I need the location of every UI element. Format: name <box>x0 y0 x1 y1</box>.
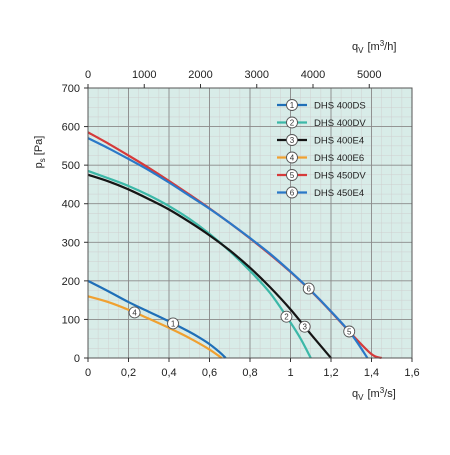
x-bottom-tick-label: 1,4 <box>364 367 379 379</box>
y-axis-label-sub: s <box>38 158 47 162</box>
curve-marker-2: 2 <box>280 310 293 323</box>
curve-marker-5: 5 <box>343 325 356 338</box>
y-tick-label: 200 <box>62 276 80 288</box>
curve-4 <box>87 295 223 359</box>
marker-number: 2 <box>284 313 289 322</box>
x-bottom-tick-label: 0 <box>85 367 91 379</box>
curve-marker-1: 1 <box>167 317 180 330</box>
marker-number: 6 <box>306 285 311 294</box>
marker-circle <box>128 306 141 319</box>
legend-marker-circle <box>286 186 298 199</box>
marker-circle <box>302 282 315 295</box>
legend-item-2: 2 DHS 400DV <box>277 116 366 129</box>
x-top-tick-label: 0 <box>85 69 91 81</box>
curve-marker-6: 6 <box>302 282 315 295</box>
marker-circle <box>167 317 180 330</box>
curve-6 <box>87 137 369 359</box>
legend-marker-circle <box>286 116 298 129</box>
x-bottom-axis-label: qV [m3/s] <box>352 386 396 402</box>
y-tick-label: 700 <box>62 83 80 95</box>
x-top-tick-label: 1000 <box>132 69 156 81</box>
legend-marker-number: 4 <box>290 154 295 163</box>
x-bottom-tick-label: 0,8 <box>242 367 257 379</box>
x-bottom-tick-label: 1 <box>287 367 293 379</box>
x-bottom-tick-label: 0,4 <box>161 367 176 379</box>
marker-number: 3 <box>302 323 307 332</box>
x-top-label-sub: V <box>358 46 364 55</box>
legend-marker-circle <box>286 151 298 164</box>
x-top-tick-label: 2000 <box>188 69 212 81</box>
x-bottom-tick-label: 1,2 <box>323 367 338 379</box>
legend-label: DHS 400E4 <box>314 136 364 147</box>
curve-marker-4: 4 <box>128 306 141 319</box>
legend-label: DHS 450E4 <box>314 188 364 199</box>
legend-marker-circle <box>286 99 298 111</box>
x-bottom-tick-label: 0,6 <box>202 367 217 379</box>
curve-marker-3: 3 <box>298 320 311 333</box>
legend-label: DHS 450DV <box>314 171 366 182</box>
x-bottom-label-sup: 3 <box>380 386 385 395</box>
legend-label: DHS 400E6 <box>314 153 364 164</box>
x-top-label-unit: [m <box>367 41 379 53</box>
curve-markers: 1 2 3 4 5 6 <box>128 282 356 338</box>
legend-marker-number: 6 <box>290 189 295 198</box>
y-tick-label: 300 <box>62 237 80 249</box>
x-bottom-label-sub: V <box>358 393 364 402</box>
marker-number: 4 <box>132 308 137 317</box>
legend-marker-number: 1 <box>290 101 295 110</box>
legend-marker-number: 3 <box>290 136 295 145</box>
x-top-label-main: q <box>352 41 358 53</box>
x-top-tick-label: 5000 <box>357 69 381 81</box>
curve-2 <box>87 169 312 359</box>
x-bottom-label-end: /s] <box>384 388 396 400</box>
x-top-tick-label: 3000 <box>245 69 269 81</box>
legend-marker-number: 5 <box>290 171 295 180</box>
y-tick-label: 500 <box>62 160 80 172</box>
y-axis-label-unit: [Pa] <box>33 136 45 156</box>
legend-item-3: 3 DHS 400E4 <box>277 134 364 147</box>
legend-item-4: 4 DHS 400E6 <box>277 151 364 164</box>
curves <box>87 131 383 360</box>
x-top-label-sup: 3 <box>380 39 385 48</box>
curve-1 <box>87 279 227 359</box>
y-axis-ticks: 0 100 200 300 400 500 600 700 <box>62 83 88 365</box>
y-axis-label-main: p <box>33 162 45 168</box>
x-bottom-label-unit: [m <box>367 388 379 400</box>
x-bottom-tick-label: 1,6 <box>404 367 419 379</box>
x-top-label-end: /h] <box>384 41 396 53</box>
y-tick-label: 100 <box>62 314 80 326</box>
legend-marker-number: 2 <box>290 119 295 128</box>
top-axis-ticks: 0 1000 2000 3000 4000 5000 <box>85 69 381 88</box>
x-top-axis-label: qV [m3/h] <box>352 39 396 55</box>
curve-3 <box>87 173 332 359</box>
marker-number: 1 <box>171 319 176 328</box>
x-bottom-label-main: q <box>352 388 358 400</box>
marker-circle <box>298 320 311 333</box>
marker-circle <box>343 325 356 338</box>
legend-item-5: 5 DHS 450DV <box>277 169 366 182</box>
y-tick-label: 400 <box>62 199 80 211</box>
y-axis-label: ps [Pa] <box>33 136 47 169</box>
legend: 1 DHS 400DS 2 DHS 400DV 3 DHS 400E4 4 DHS 400E6… <box>277 99 366 199</box>
marker-circle <box>280 310 293 323</box>
x-top-tick-label: 4000 <box>301 69 325 81</box>
legend-marker-circle <box>286 169 298 181</box>
legend-label: DHS 400DV <box>314 118 366 129</box>
marker-number: 5 <box>347 328 352 337</box>
legend-marker-circle <box>286 134 298 146</box>
x-bottom-tick-label: 0,2 <box>121 367 136 379</box>
legend-item-1: 1 DHS 400DS <box>277 99 366 112</box>
y-tick-label: 600 <box>62 122 80 134</box>
legend-label: DHS 400DS <box>314 101 366 112</box>
y-tick-label: 0 <box>74 353 80 365</box>
legend-item-6: 6 DHS 450E4 <box>277 186 364 199</box>
bottom-axis-ticks: 0 0,2 0,4 0,6 0,8 1 1,2 1,4 1,6 <box>85 358 420 379</box>
